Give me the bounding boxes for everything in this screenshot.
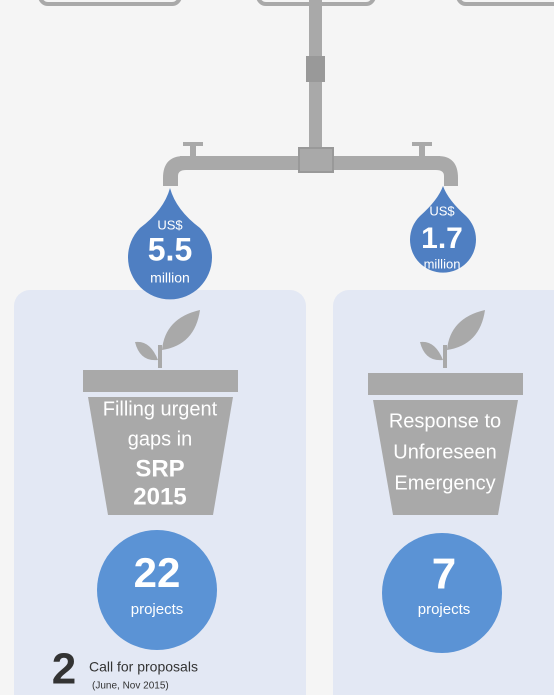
infographic: US$ 5.5 million US$ 1.7 million Filling … — [0, 0, 554, 695]
footer-note: (June, Nov 2015) — [92, 681, 169, 692]
drop: US$ 1.7 million — [410, 186, 476, 273]
amount: 1.7 — [421, 222, 463, 255]
unit: projects — [418, 601, 471, 618]
page: {"drops": [ {"currency": "US$", "amount"… — [0, 0, 554, 695]
unit: million — [424, 256, 461, 271]
pot-text: Filling urgent — [103, 398, 218, 420]
unit: million — [150, 270, 190, 286]
footer-text: Call for proposals — [89, 659, 198, 675]
pot-text: SRP — [135, 455, 184, 482]
pot-text: 2015 — [133, 483, 186, 510]
top-boxes — [40, 0, 554, 4]
project-circle: 22 projects — [97, 530, 217, 650]
currency: US$ — [429, 203, 455, 218]
drop: US$ 5.5 million — [128, 188, 212, 299]
pot-text: Response to — [389, 410, 501, 432]
currency: US$ — [157, 217, 183, 232]
count: 7 — [432, 550, 456, 599]
pot-text: Emergency — [394, 472, 495, 494]
unit: projects — [131, 601, 184, 618]
pot-text: gaps in — [128, 428, 193, 450]
amount: 5.5 — [148, 231, 192, 267]
pipes — [163, 0, 458, 186]
project-circle: 7 projects — [382, 533, 502, 653]
count: 22 — [134, 549, 181, 596]
footer-number: 2 — [52, 645, 76, 694]
pot-text: Unforeseen — [393, 441, 496, 463]
